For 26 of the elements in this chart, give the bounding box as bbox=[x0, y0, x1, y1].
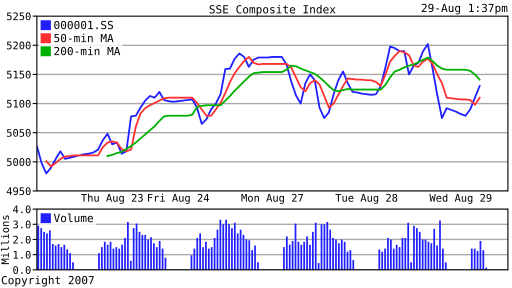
legend-label: 000001.SS bbox=[54, 20, 114, 30]
y-tick-label: 5050 bbox=[6, 128, 31, 137]
y-tick-label: 3.0 bbox=[13, 220, 31, 228]
y-tick-label: 2.0 bbox=[13, 236, 31, 244]
y-tick-label: 5000 bbox=[6, 158, 31, 166]
y-tick-label: 4950 bbox=[6, 187, 31, 196]
y-tick-label: 4.0 bbox=[13, 205, 31, 214]
x-tick-label: Tue Aug 28 bbox=[335, 194, 398, 204]
y-tick-label: 5250 bbox=[6, 12, 31, 20]
x-tick-label: Mon Aug 27 bbox=[241, 194, 303, 204]
y-tick-label: 5100 bbox=[6, 100, 31, 108]
legend-label: 200-min MA bbox=[54, 46, 120, 56]
y-tick-label: 5200 bbox=[6, 42, 31, 50]
chart-subtitle: 29-Aug 1:37pm bbox=[422, 4, 508, 14]
chart-title: SSE Composite Index bbox=[210, 4, 336, 16]
text: Copyright 2007 bbox=[2, 276, 94, 287]
legend-label: 50-min MA bbox=[54, 34, 114, 42]
y-tick-label: 1.0 bbox=[14, 250, 31, 259]
y-tick-label: 5150 bbox=[6, 70, 31, 79]
y-axis-title: Millions bbox=[0, 215, 10, 264]
y-tick-label: 0.0 bbox=[13, 266, 31, 274]
x-tick-label: Thu Aug 23 bbox=[81, 194, 143, 204]
legend-label: Volume bbox=[54, 214, 94, 222]
line-series bbox=[106, 56, 481, 157]
x-tick-label: Fri Aug 24 bbox=[148, 194, 210, 204]
x-tick-label: Wed Aug 29 bbox=[429, 194, 492, 204]
